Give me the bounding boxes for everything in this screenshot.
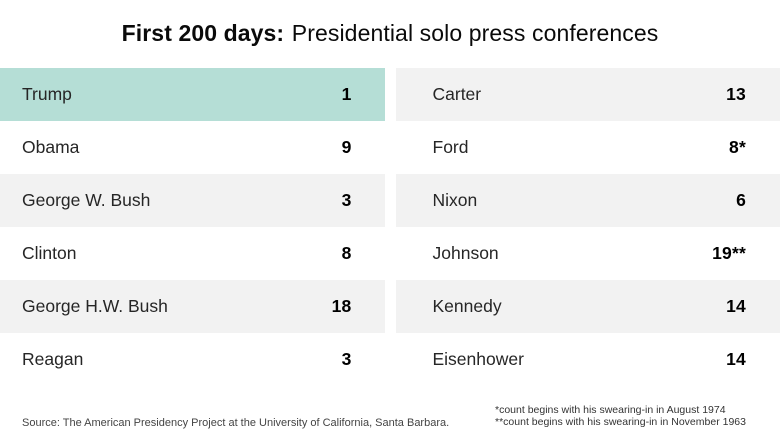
footnote-johnson: **count begins with his swearing-in in N… xyxy=(495,416,746,428)
press-conference-count: 8* xyxy=(729,137,746,157)
president-name: Carter xyxy=(432,84,482,104)
president-name: Clinton xyxy=(22,243,77,263)
table-row-johnson: Johnson 19** xyxy=(395,227,780,280)
table-column-left: Trump 1 Obama 9 George W. Bush 3 Clinton… xyxy=(0,68,385,386)
table-row-obama: Obama 9 xyxy=(0,121,385,174)
table-row-eisenhower: Eisenhower 14 xyxy=(395,333,780,386)
press-conference-count: 3 xyxy=(341,349,352,369)
press-conference-count: 3 xyxy=(341,190,352,210)
press-conference-count: 9 xyxy=(341,137,352,157)
president-name: Johnson xyxy=(432,243,499,263)
president-name: Nixon xyxy=(432,190,478,210)
table-row-clinton: Clinton 8 xyxy=(0,227,385,280)
title-subtitle: Presidential solo press conferences xyxy=(291,19,659,46)
table-row-nixon: Nixon 6 xyxy=(395,174,780,227)
president-name: Reagan xyxy=(22,349,84,369)
president-name: Obama xyxy=(22,137,80,157)
press-conference-count: 14 xyxy=(726,349,746,369)
president-name: Ford xyxy=(432,137,469,157)
table-row-ford: Ford 8* xyxy=(395,121,780,174)
footnote-ford: *count begins with his swearing-in in Au… xyxy=(495,404,726,416)
table-row-carter: Carter 13 xyxy=(395,68,780,121)
table-row-reagan: Reagan 3 xyxy=(0,333,385,386)
footnotes: *count begins with his swearing-in in Au… xyxy=(495,404,746,428)
press-conference-count: 14 xyxy=(726,296,746,316)
president-name: George H.W. Bush xyxy=(22,296,168,316)
press-conference-count: 18 xyxy=(331,296,352,316)
press-conference-count: 6 xyxy=(736,190,746,210)
press-conference-count: 13 xyxy=(726,84,746,104)
table-row-kennedy: Kennedy 14 xyxy=(395,280,780,333)
table-row-george-w-bush: George W. Bush 3 xyxy=(0,174,385,227)
president-name: George W. Bush xyxy=(22,190,151,210)
press-conference-table: Trump 1 Obama 9 George W. Bush 3 Clinton… xyxy=(0,68,780,386)
table-row-trump: Trump 1 xyxy=(0,68,385,121)
press-conference-count: 1 xyxy=(341,84,352,104)
page-title: First 200 days: Presidential solo press … xyxy=(0,0,780,66)
press-conference-count: 19** xyxy=(712,243,746,263)
president-name: Trump xyxy=(22,84,72,104)
source-attribution: Source: The American Presidency Project … xyxy=(22,417,450,429)
president-name: Eisenhower xyxy=(432,349,524,369)
press-conference-count: 8 xyxy=(341,243,352,263)
president-name: Kennedy xyxy=(432,296,502,316)
table-column-right: Carter 13 Ford 8* Nixon 6 Johnson 19** K… xyxy=(395,68,780,386)
table-row-george-hw-bush: George H.W. Bush 18 xyxy=(0,280,385,333)
title-prefix: First 200 days: xyxy=(121,19,285,46)
